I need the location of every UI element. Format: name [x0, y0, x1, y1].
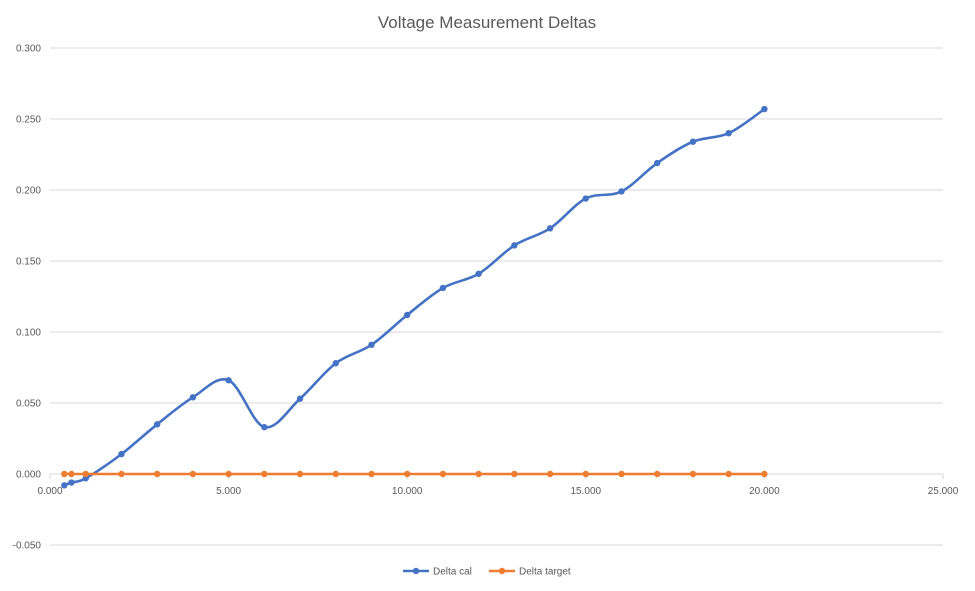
y-tick-label: 0.300: [16, 44, 41, 55]
data-point: [61, 482, 68, 489]
data-point: [475, 270, 482, 277]
y-tick-label: 0.150: [16, 257, 41, 268]
data-point: [332, 470, 339, 478]
data-point: [261, 470, 268, 478]
data-point: [296, 470, 304, 478]
legend-label: Delta cal: [433, 567, 472, 578]
data-point: [404, 311, 411, 319]
data-point: [68, 470, 75, 478]
data-point: [439, 284, 447, 292]
data-point: [511, 470, 518, 478]
x-tick-label: 0.000: [37, 486, 62, 497]
y-tick-label: 0.000: [16, 470, 41, 481]
data-point: [654, 470, 661, 478]
series-line: [62, 107, 766, 487]
legend-item[interactable]: Delta target: [489, 567, 571, 578]
y-tick-label: 0.050: [16, 399, 41, 410]
data-point: [189, 470, 197, 478]
data-point: [582, 195, 589, 202]
data-point: [654, 159, 661, 167]
legend-item[interactable]: Delta cal: [403, 567, 472, 578]
gridlines: [50, 47, 943, 546]
data-point: [761, 470, 768, 478]
data-point: [511, 242, 518, 249]
data-point: [153, 470, 161, 478]
data-point: [61, 470, 68, 478]
data-point: [225, 470, 232, 478]
x-tick-label: 10.000: [392, 486, 423, 497]
series-0: [61, 105, 768, 489]
data-point: [761, 105, 768, 113]
data-point: [189, 394, 197, 401]
data-point: [82, 470, 89, 478]
y-axis: -0.050 0.000 0.050 0.100 0.150 0.200 0.250 0.30…: [13, 44, 42, 552]
data-point: [296, 395, 304, 402]
data-point: [475, 470, 482, 478]
data-point: [439, 470, 447, 478]
y-tick-label: -0.050: [13, 541, 42, 552]
series-1: [61, 470, 768, 478]
x-tick-label: 25.000: [928, 486, 959, 497]
x-tick-label: 5.000: [216, 486, 241, 497]
data-point: [261, 423, 268, 431]
legend-marker: [498, 567, 506, 575]
data-point: [404, 470, 411, 478]
x-tick-label: 20.000: [749, 486, 780, 497]
series-layer: [61, 105, 768, 489]
data-point: [618, 470, 625, 478]
data-point: [118, 470, 125, 478]
data-point: [368, 341, 375, 348]
data-point: [689, 138, 697, 145]
data-point: [582, 470, 589, 478]
data-point: [368, 470, 375, 478]
data-point: [225, 377, 232, 384]
data-point: [546, 225, 554, 232]
data-point: [618, 188, 625, 195]
data-point: [153, 421, 161, 428]
data-point: [689, 470, 697, 478]
y-tick-label: 0.200: [16, 186, 41, 197]
legend-marker: [412, 567, 420, 575]
legend: Delta cal Delta target: [403, 567, 571, 578]
data-point: [118, 450, 125, 458]
data-point: [546, 470, 554, 478]
legend-label: Delta target: [519, 567, 571, 578]
y-tick-label: 0.100: [16, 328, 41, 339]
chart-title: Voltage Measurement Deltas: [378, 13, 596, 32]
y-tick-label: 0.250: [16, 115, 41, 126]
data-point: [725, 470, 732, 478]
x-axis: 0.000 5.000 10.000 15.000 20.000 25.000: [37, 473, 959, 497]
data-point: [725, 130, 732, 137]
data-point: [68, 479, 75, 486]
data-point: [332, 360, 339, 367]
x-tick-label: 15.000: [571, 486, 602, 497]
